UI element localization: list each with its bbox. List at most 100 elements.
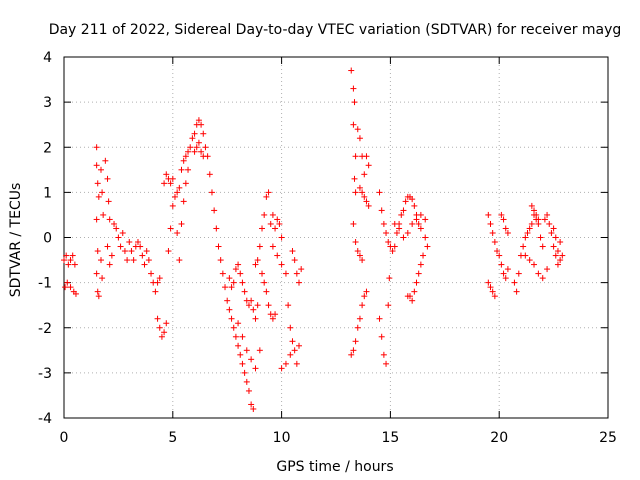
data-point — [361, 293, 368, 300]
data-point — [352, 338, 359, 345]
data-point — [359, 302, 366, 309]
data-point — [287, 324, 294, 331]
data-point — [228, 284, 235, 291]
data-point — [174, 189, 181, 196]
data-point — [269, 315, 276, 322]
data-point — [491, 239, 498, 246]
data-point — [415, 270, 422, 277]
data-point — [550, 225, 557, 232]
data-point — [154, 279, 161, 286]
data-point — [94, 180, 101, 187]
data-point — [356, 184, 363, 191]
data-point — [363, 153, 370, 160]
data-point — [274, 252, 281, 259]
data-point — [137, 243, 144, 250]
data-point — [409, 196, 416, 203]
data-point — [526, 257, 533, 264]
y-tick-label: 3 — [43, 95, 52, 111]
data-points — [61, 67, 566, 412]
data-point — [174, 229, 181, 236]
data-point — [128, 248, 135, 255]
data-point — [93, 144, 100, 151]
data-point — [363, 198, 370, 205]
data-point — [402, 198, 409, 205]
data-point — [121, 248, 128, 255]
data-point — [269, 211, 276, 218]
data-point — [115, 234, 122, 241]
data-point — [161, 329, 168, 336]
data-point — [232, 333, 239, 340]
data-point — [544, 266, 551, 273]
data-point — [178, 220, 185, 227]
data-point — [350, 220, 357, 227]
data-point — [409, 297, 416, 304]
data-point — [489, 288, 496, 295]
data-point — [528, 202, 535, 209]
data-point — [241, 288, 248, 295]
data-point — [351, 99, 358, 106]
data-point — [226, 306, 233, 313]
data-point — [94, 248, 101, 255]
data-point — [198, 148, 205, 155]
data-point — [348, 351, 355, 358]
data-point — [117, 243, 124, 250]
data-point — [222, 284, 229, 291]
data-point — [99, 189, 106, 196]
data-point — [93, 216, 100, 223]
data-point — [511, 279, 518, 286]
data-point — [248, 297, 255, 304]
data-point — [250, 405, 257, 412]
data-point — [524, 229, 531, 236]
data-point — [243, 378, 250, 385]
data-point — [287, 351, 294, 358]
y-tick-label: 2 — [43, 140, 52, 156]
data-point — [383, 229, 390, 236]
data-point — [154, 315, 161, 322]
data-point — [206, 171, 213, 178]
data-point — [245, 387, 252, 394]
data-point — [496, 252, 503, 259]
data-point — [541, 216, 548, 223]
data-point — [278, 365, 285, 372]
data-point — [191, 148, 198, 155]
data-point — [528, 220, 535, 227]
data-point — [413, 216, 420, 223]
data-point — [391, 243, 398, 250]
data-point — [191, 130, 198, 137]
data-point — [230, 279, 237, 286]
data-point — [380, 351, 387, 358]
data-point — [350, 85, 357, 92]
data-point — [95, 293, 102, 300]
data-point — [356, 252, 363, 259]
data-point — [105, 198, 112, 205]
data-point — [97, 166, 104, 173]
data-point — [354, 324, 361, 331]
data-point — [180, 198, 187, 205]
data-point — [256, 347, 263, 354]
data-point — [104, 175, 111, 182]
grid-lines — [64, 57, 608, 418]
data-point — [409, 220, 416, 227]
data-point — [546, 220, 553, 227]
data-point — [189, 135, 196, 142]
data-point — [557, 257, 564, 264]
data-point — [411, 288, 418, 295]
data-point — [272, 311, 279, 318]
data-point — [485, 279, 492, 286]
y-tick-label: -3 — [38, 366, 52, 382]
data-point — [259, 270, 266, 277]
data-point — [158, 333, 165, 340]
data-point — [93, 270, 100, 277]
data-point — [361, 193, 368, 200]
data-point — [200, 153, 207, 160]
data-point — [380, 220, 387, 227]
data-point — [533, 211, 540, 218]
data-point — [487, 284, 494, 291]
data-point — [385, 302, 392, 309]
data-point — [245, 302, 252, 309]
data-point — [535, 270, 542, 277]
data-point — [139, 252, 146, 259]
y-tick-label: -2 — [38, 321, 52, 337]
y-tick-label: -4 — [38, 411, 52, 427]
data-point — [498, 261, 505, 268]
